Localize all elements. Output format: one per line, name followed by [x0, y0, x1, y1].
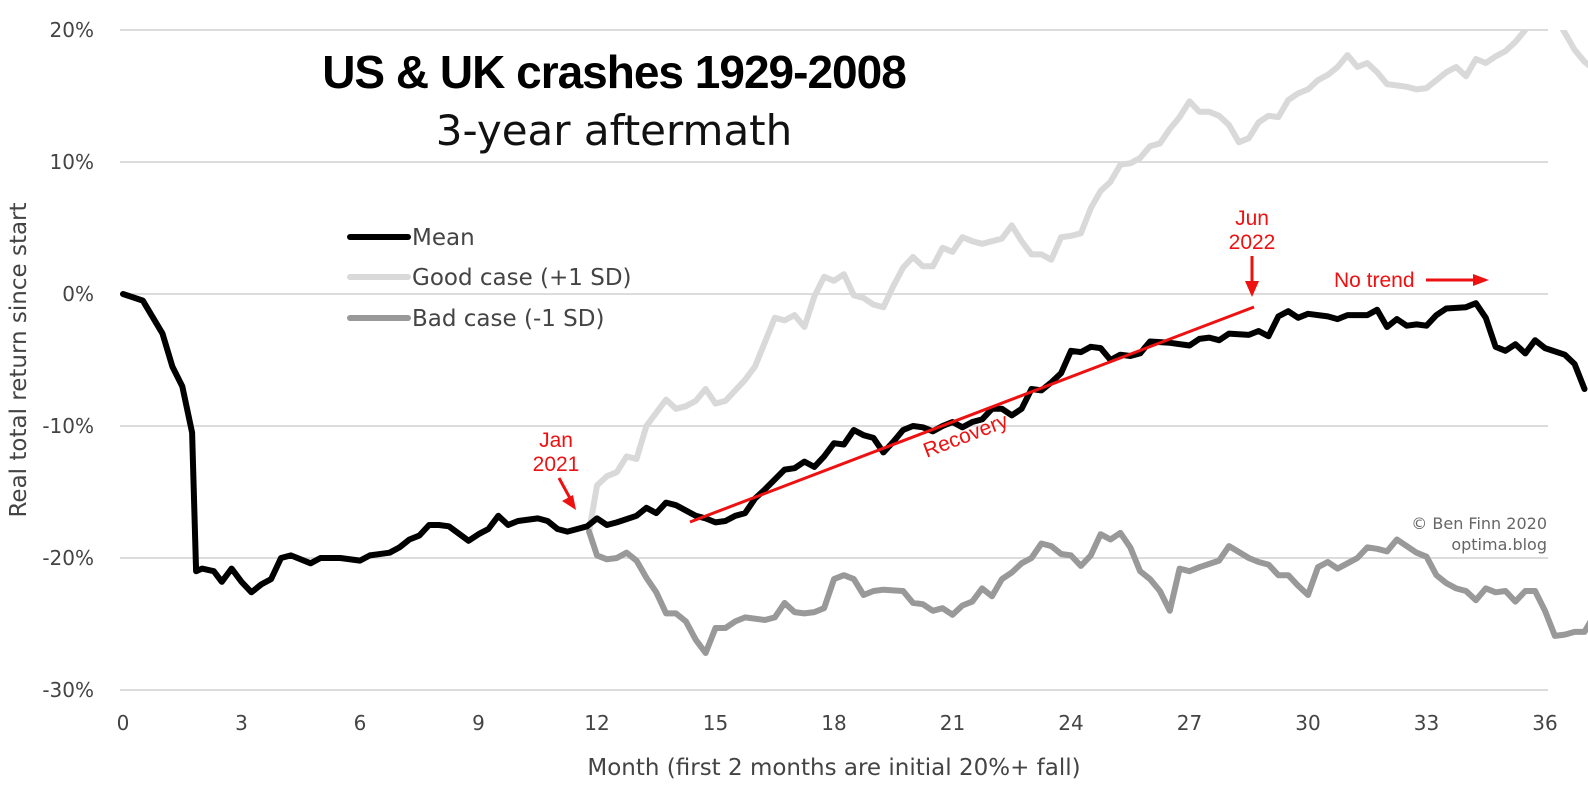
y-tick-label: 0% [62, 282, 94, 306]
legend-label-good-case: Good case (+1 SD) [412, 265, 632, 291]
gridlines [120, 29, 1548, 691]
legend: Mean Good case (+1 SD) Bad case (-1 SD) [347, 225, 632, 332]
no-trend-label: No trend [1334, 269, 1415, 292]
credit-site: optima.blog [1451, 535, 1547, 554]
x-tick-label: 18 [821, 711, 846, 735]
chart-subtitle: 3-year aftermath [436, 106, 793, 155]
annotations: Recovery Jan 2021 Jun 2022 No trend [533, 207, 1489, 524]
series-line-mean [120, 291, 1588, 596]
jan-2021-arrow [557, 477, 573, 501]
x-tick-label: 0 [117, 711, 130, 735]
jan-2021-arrowhead [562, 495, 576, 510]
y-tick-label: 20% [50, 18, 94, 42]
x-axis-label: Month (first 2 months are initial 20%+ f… [587, 755, 1080, 781]
series-line-good-case [586, 30, 1588, 535]
credit-copyright: © Ben Finn 2020 [1411, 514, 1547, 533]
y-tick-label: -20% [42, 546, 94, 570]
y-tick-label: 10% [50, 150, 94, 174]
x-tick-label: 9 [472, 711, 485, 735]
x-tick-label: 3 [235, 711, 248, 735]
x-tick-label: 12 [584, 711, 609, 735]
y-axis-label: Real total return since start [6, 202, 32, 517]
x-tick-label: 36 [1532, 711, 1557, 735]
jan-2021-label-year: 2021 [533, 453, 580, 476]
jun-2022-arrowhead [1245, 281, 1259, 297]
x-tick-label: 33 [1414, 711, 1439, 735]
series-lines [120, 30, 1588, 656]
chart-title: US & UK crashes 1929-2008 [322, 46, 906, 98]
legend-label-bad-case: Bad case (-1 SD) [412, 306, 604, 332]
x-tick-label: 6 [354, 711, 367, 735]
x-tick-labels: 0 3 6 9 12 15 18 21 24 27 30 33 36 [117, 711, 1558, 735]
series-line-bad-case [586, 528, 1588, 656]
x-tick-label: 21 [940, 711, 965, 735]
x-tick-label: 15 [703, 711, 728, 735]
x-tick-label: 24 [1058, 711, 1083, 735]
x-tick-label: 30 [1295, 711, 1320, 735]
y-tick-label: -10% [42, 414, 94, 438]
x-tick-label: 27 [1177, 711, 1202, 735]
legend-label-mean: Mean [412, 225, 475, 251]
no-trend-arrowhead [1473, 274, 1489, 286]
jan-2021-label-month: Jan [539, 429, 573, 452]
y-tick-label: -30% [42, 678, 94, 702]
jun-2022-label-year: 2022 [1229, 231, 1276, 254]
recovery-trend-line [689, 305, 1255, 524]
jun-2022-label-month: Jun [1235, 207, 1269, 230]
y-tick-labels: 20% 10% 0% -10% -20% -30% [42, 18, 94, 702]
